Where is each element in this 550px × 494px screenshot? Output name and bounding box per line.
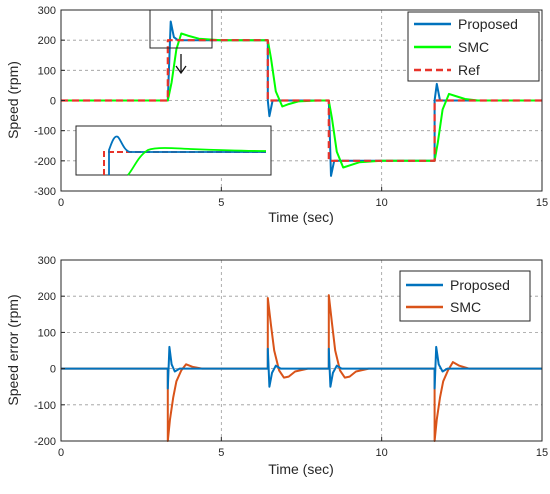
y-tick-label: 300 bbox=[38, 255, 56, 267]
y-tick-label: -300 bbox=[34, 186, 56, 198]
y-tick-label: -100 bbox=[34, 126, 56, 138]
legend-label-smc: SMC bbox=[458, 39, 489, 55]
speed-chart-xlabel: Time (sec) bbox=[268, 209, 334, 225]
series-line-smc bbox=[61, 32, 542, 169]
inset-smc-line bbox=[127, 147, 267, 176]
y-tick-label: -200 bbox=[34, 436, 56, 448]
inset-proposed-line bbox=[108, 135, 266, 175]
legend-label-proposed: Proposed bbox=[450, 277, 510, 293]
x-tick-label: 15 bbox=[536, 447, 548, 459]
speed-error-chart-series bbox=[61, 294, 542, 442]
y-tick-label: -100 bbox=[34, 400, 56, 412]
speed-error-chart-frame bbox=[60, 259, 543, 442]
x-tick-label: 10 bbox=[376, 197, 388, 209]
y-tick-label: 200 bbox=[38, 35, 56, 47]
y-tick-label: 0 bbox=[50, 364, 56, 376]
y-tick-label: 100 bbox=[38, 65, 56, 77]
speed-error-chart: 0 5 10 15 -200 -100 0 100 200 300 Proposed SMC Ti… bbox=[5, 255, 548, 477]
legend-label-ref: Ref bbox=[458, 62, 480, 78]
zoom-inset bbox=[75, 125, 272, 176]
speed-chart-ticks: 0 5 10 15 -300 -200 -100 0 100 200 300 bbox=[34, 5, 548, 209]
legend-label-proposed: Proposed bbox=[458, 16, 518, 32]
x-tick-label: 0 bbox=[58, 197, 64, 209]
y-tick-label: 100 bbox=[38, 327, 56, 339]
zoom-region-box bbox=[149, 9, 213, 49]
x-tick-label: 5 bbox=[218, 447, 224, 459]
y-tick-label: -200 bbox=[34, 156, 56, 168]
x-tick-label: 0 bbox=[58, 447, 64, 459]
speed-error-chart-legend: Proposed SMC bbox=[399, 270, 531, 322]
x-tick-label: 15 bbox=[536, 197, 548, 209]
y-tick-label: 0 bbox=[50, 96, 56, 108]
series-line-proposed bbox=[61, 345, 542, 390]
speed-error-chart-ylabel: Speed error (rpm) bbox=[5, 294, 21, 405]
y-tick-label: 300 bbox=[38, 5, 56, 17]
speed-error-chart-xlabel: Time (sec) bbox=[268, 461, 334, 477]
zoom-arrow-head bbox=[175, 65, 187, 75]
speed-chart: 0 5 10 15 -300 -200 -100 0 100 200 300 Proposed SM… bbox=[5, 5, 548, 225]
x-tick-label: 10 bbox=[376, 447, 388, 459]
legend-box bbox=[399, 270, 531, 322]
x-tick-label: 5 bbox=[218, 197, 224, 209]
speed-chart-ylabel: Speed (rpm) bbox=[5, 61, 21, 139]
speed-chart-series bbox=[61, 20, 542, 177]
legend-label-smc: SMC bbox=[450, 299, 481, 315]
speed-error-chart-ticks: 0 5 10 15 -200 -100 0 100 200 300 bbox=[34, 255, 548, 459]
series-line-ref bbox=[61, 39, 542, 162]
y-tick-label: 200 bbox=[38, 291, 56, 303]
speed-chart-legend: Proposed SMC Ref bbox=[407, 11, 540, 82]
